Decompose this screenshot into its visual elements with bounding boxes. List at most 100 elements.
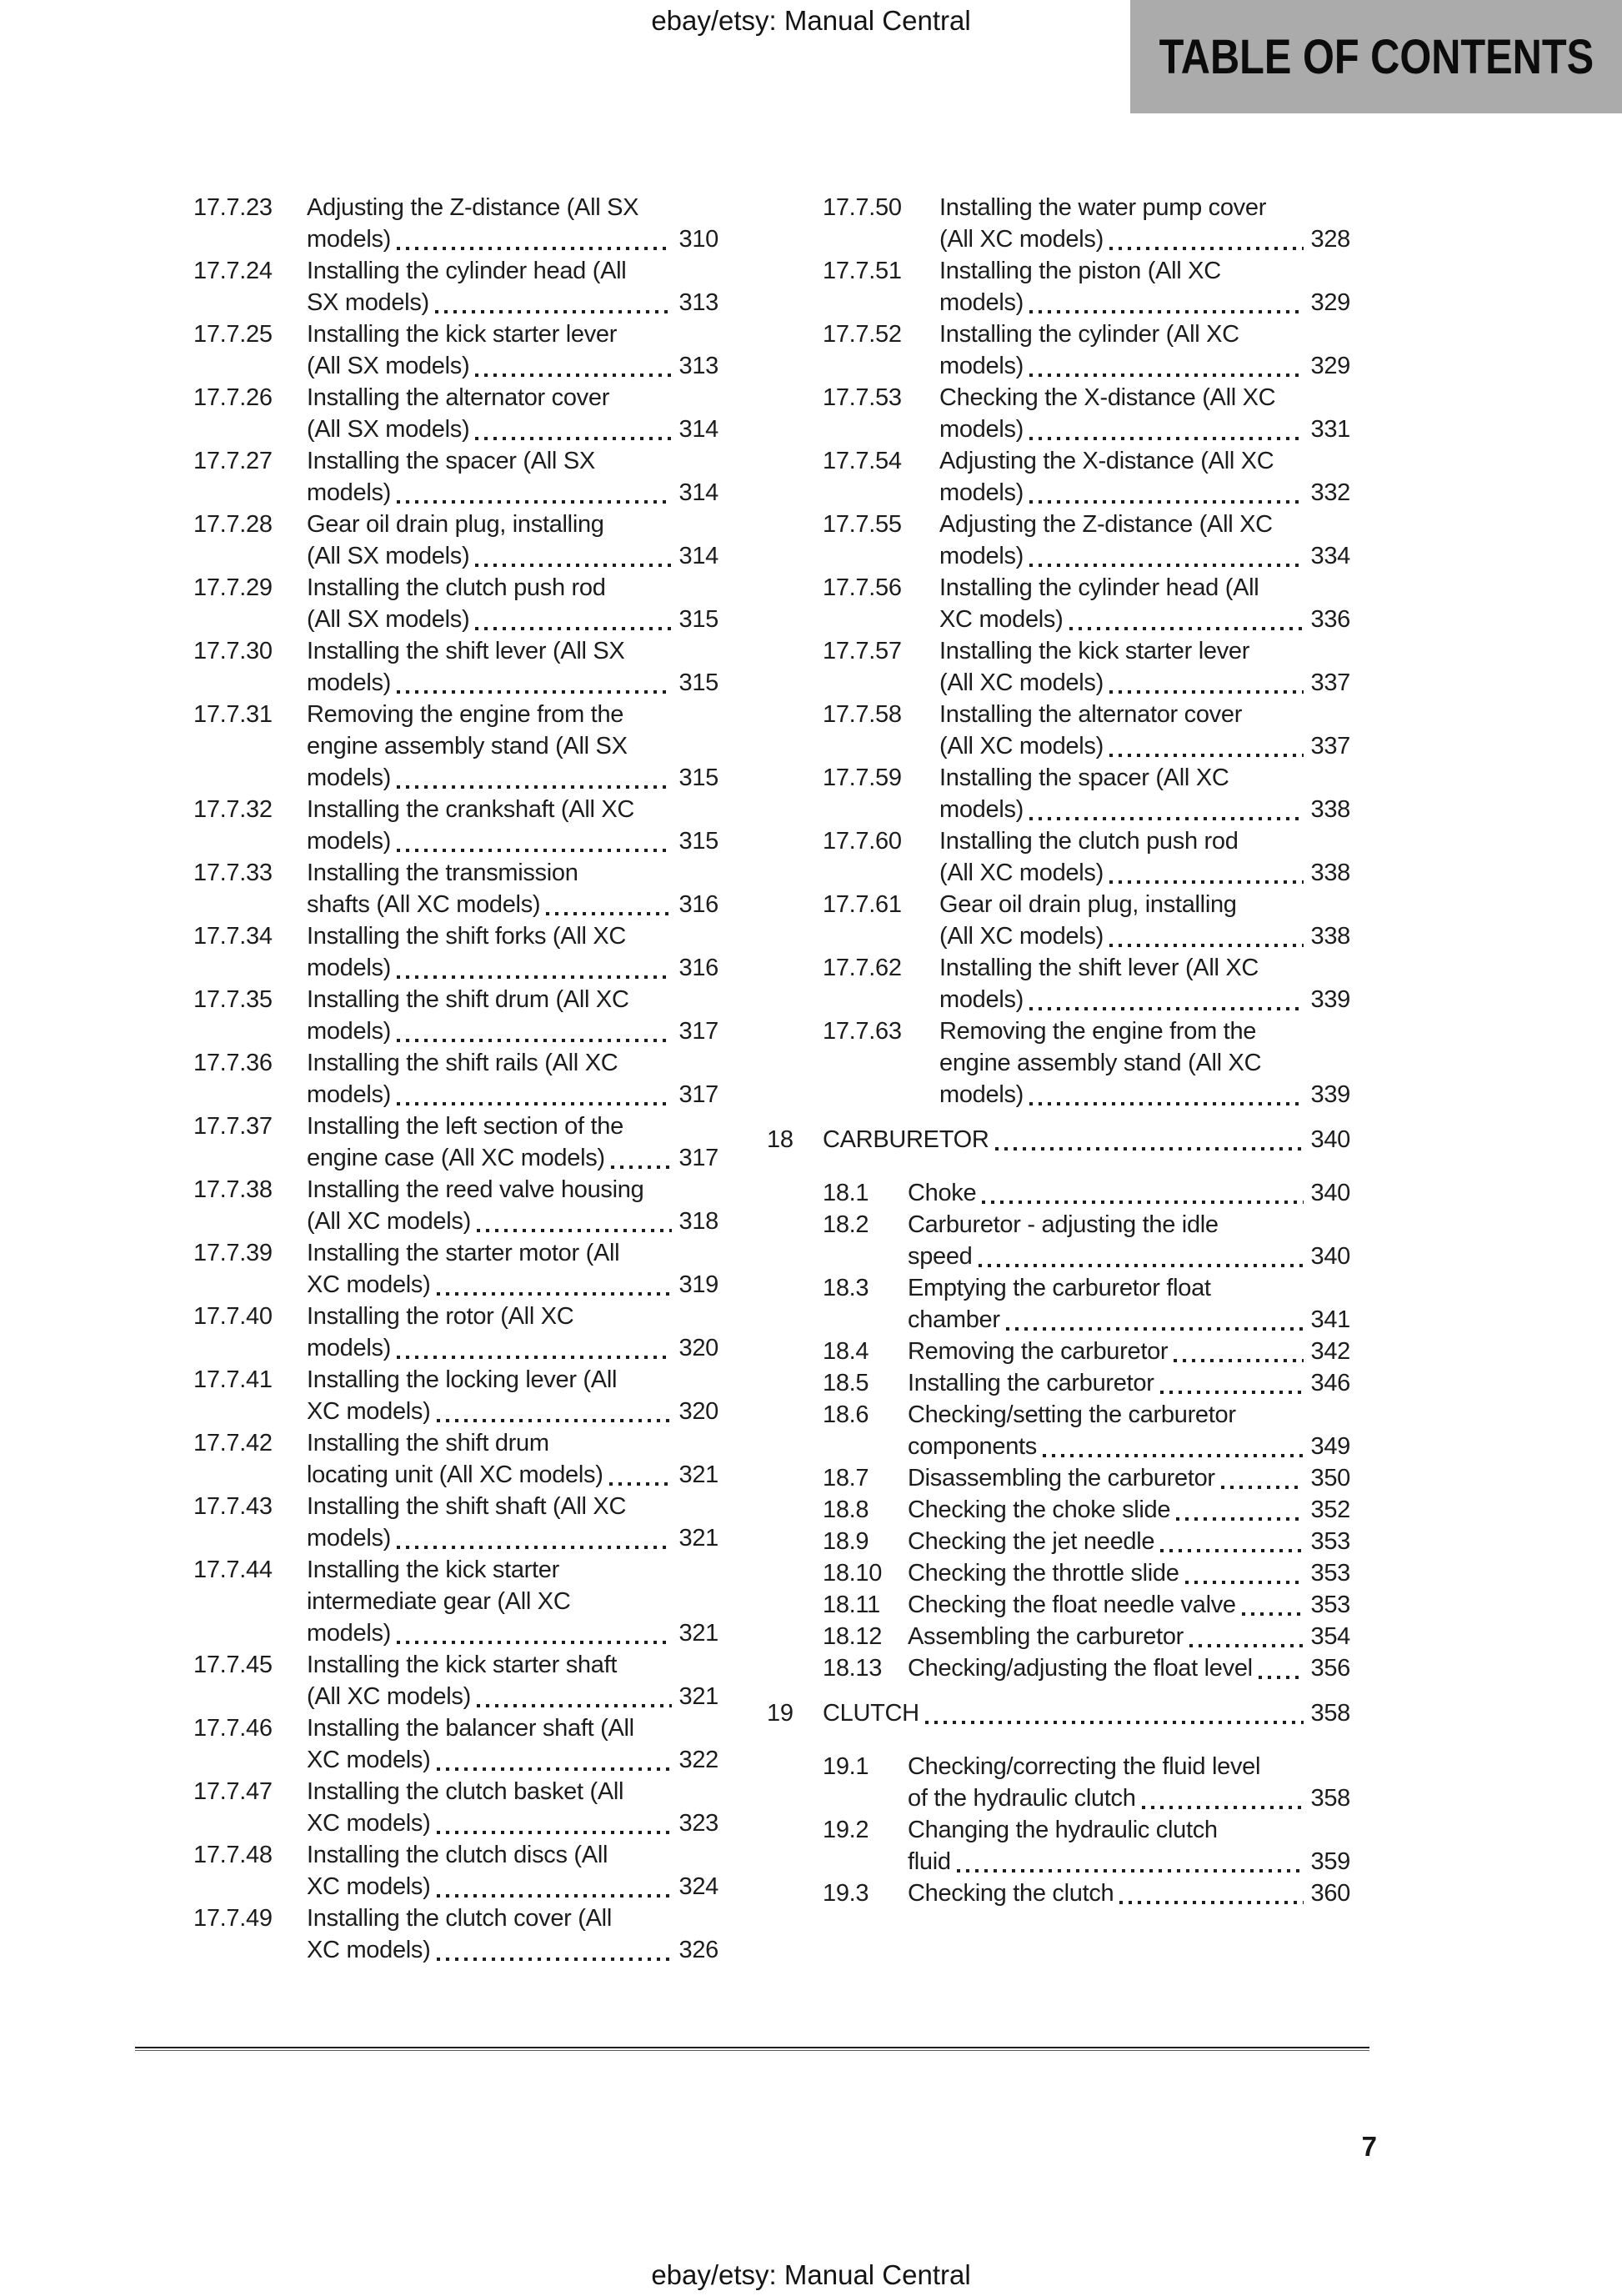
- toc-entry-line: Assembling the carburetor 354: [908, 1621, 1350, 1652]
- toc-entry-page: 353: [1310, 1560, 1351, 1587]
- toc-entry-page: 356: [1310, 1655, 1351, 1682]
- toc-entry-text: Installing the carburetor: [908, 1370, 1154, 1396]
- toc-entry-lines: Disassembling the carburetor 350: [908, 1462, 1350, 1494]
- toc-entry-lines: Installing the rotor (All XC models) 320: [307, 1301, 718, 1364]
- toc-entry: 17.7.57 Installing the kick starter lever…: [767, 635, 1350, 699]
- toc-entry-text: (All SX models): [307, 543, 470, 569]
- leader-dots: [1029, 564, 1304, 567]
- toc-entry-page: 321: [678, 1683, 719, 1710]
- toc-entry-lines: Installing the kick starter lever (All SX…: [307, 318, 718, 382]
- toc-entry-lines: Adjusting the Z-distance (All SX models) 3…: [307, 192, 718, 255]
- toc-entry-line: Installing the kick starter shaft: [307, 1649, 718, 1681]
- footer-watermark: ebay/etsy: Manual Central: [651, 2259, 971, 2290]
- toc-entry-page: 313: [678, 353, 719, 379]
- toc-entry-line: Installing the clutch push rod: [307, 572, 718, 604]
- toc-entry-line: XC models) 319: [307, 1269, 718, 1301]
- toc-entry: 18.4 Removing the carburetor 342: [767, 1336, 1350, 1367]
- toc-entry-lines: Installing the shift shaft (All XC models…: [307, 1491, 718, 1554]
- leader-dots: [1029, 500, 1304, 504]
- toc-entry-text: models): [307, 1525, 392, 1552]
- toc-entry-text: models): [307, 1335, 392, 1361]
- toc-entry-line: Checking the clutch 360: [908, 1877, 1350, 1909]
- toc-entry-text: XC models): [307, 1398, 431, 1425]
- toc-entry-number: 17.7.36: [193, 1050, 273, 1076]
- toc-section: 19 CLUTCH 358: [767, 1697, 1350, 1729]
- toc-entry: 18.3 Emptying the carburetor float chamber…: [767, 1272, 1350, 1336]
- toc-entry-number: 18.3: [823, 1275, 869, 1301]
- toc-entry-line: models) 314: [307, 477, 718, 509]
- toc-entry-lines: Installing the spacer (All XC models) 338: [939, 762, 1350, 825]
- toc-entry-page: 360: [1310, 1880, 1351, 1907]
- toc-entry-line: (All XC models) 338: [939, 920, 1350, 952]
- toc-entry-lines: Checking/correcting the fluid level of th…: [908, 1751, 1350, 1814]
- toc-entry: 17.7.61 Gear oil drain plug, installing (A…: [767, 889, 1350, 952]
- leader-dots: [397, 1641, 672, 1644]
- toc-entry-page: 331: [1310, 416, 1351, 443]
- toc-section-title: CARBURETOR: [823, 1126, 989, 1153]
- toc-entry-text: Installing the shift lever (All SX: [307, 638, 625, 664]
- page-title: TABLE OF CONTENTS: [1159, 29, 1594, 84]
- toc-entry-line: (All SX models) 313: [307, 350, 718, 382]
- toc-entry-text: Adjusting the Z-distance (All XC: [939, 511, 1273, 538]
- toc-entry-text: Installing the shift drum: [307, 1430, 549, 1456]
- toc-entry-number: 17.7.34: [193, 923, 273, 950]
- toc-entry-lines: Checking the throttle slide 353: [908, 1557, 1350, 1589]
- toc-entry-text: chamber: [908, 1306, 1000, 1333]
- leader-dots: [610, 1166, 672, 1169]
- toc-entry-text: models): [939, 479, 1024, 506]
- leader-dots: [397, 785, 672, 789]
- toc-entry-line: Installing the shift rails (All XC: [307, 1047, 718, 1079]
- toc-entry-line: Adjusting the Z-distance (All XC: [939, 509, 1350, 540]
- toc-entry: 18.12 Assembling the carburetor 354: [767, 1621, 1350, 1652]
- toc-entry-number: 17.7.61: [823, 891, 902, 918]
- toc-entry-line: (All XC models) 318: [307, 1206, 718, 1237]
- toc-entry-lines: Installing the transmission shafts (All X…: [307, 857, 718, 920]
- toc-entry: 17.7.35 Installing the shift drum (All XC…: [193, 984, 718, 1047]
- toc-entry-line: Installing the clutch push rod: [939, 825, 1350, 857]
- leader-dots: [1029, 437, 1304, 440]
- leader-dots: [1029, 817, 1304, 820]
- toc-entry-page: 346: [1310, 1370, 1351, 1396]
- toc-entry-text: Installing the kick starter: [307, 1557, 559, 1583]
- toc-entry-number: 18.10: [823, 1560, 883, 1587]
- leader-dots: [924, 1721, 1304, 1724]
- toc-entry: 18.10 Checking the throttle slide 353: [767, 1557, 1350, 1589]
- toc-entry-page: 324: [678, 1873, 719, 1900]
- toc-entry-line: Installing the rotor (All XC: [307, 1301, 718, 1332]
- toc-entry-line: Checking the float needle valve 353: [908, 1589, 1350, 1621]
- toc-entry-page: 329: [1310, 289, 1351, 316]
- toc-entry-lines: Installing the shift drum locating unit (…: [307, 1427, 718, 1491]
- toc-entry: 17.7.46 Installing the balancer shaft (Al…: [193, 1712, 718, 1776]
- leader-dots: [1109, 754, 1304, 757]
- toc-entry: 17.7.24 Installing the cylinder head (All…: [193, 255, 718, 318]
- toc-entry-line: Emptying the carburetor float: [908, 1272, 1350, 1304]
- toc-entry-text: Gear oil drain plug, installing: [939, 891, 1237, 918]
- toc-entry-line: Installing the cylinder head (All: [307, 255, 718, 287]
- toc-entry-line: Gear oil drain plug, installing: [307, 509, 718, 540]
- toc-entry-text: (All XC models): [939, 923, 1104, 950]
- toc-entry-text: Adjusting the X-distance (All XC: [939, 448, 1274, 474]
- toc-entry-text: Installing the shift rails (All XC: [307, 1050, 618, 1076]
- page-number: 7: [1361, 2131, 1377, 2162]
- toc-entry-line: components 349: [908, 1431, 1350, 1462]
- toc-entry-line: models) 329: [939, 287, 1350, 318]
- toc-entry-text: (All SX models): [307, 606, 470, 633]
- toc-entry-lines: Checking the jet needle 353: [908, 1526, 1350, 1557]
- toc-entry-text: Removing the carburetor: [908, 1338, 1169, 1365]
- toc-entry-line: Installing the shift lever (All XC: [939, 952, 1350, 984]
- toc-entry: 18.5 Installing the carburetor 346: [767, 1367, 1350, 1399]
- toc-entry-text: Gear oil drain plug, installing: [307, 511, 604, 538]
- toc-entry: 17.7.47 Installing the clutch basket (All…: [193, 1776, 718, 1839]
- toc-entry-line: Installing the kick starter lever: [307, 318, 718, 350]
- toc-entry-number: 17.7.24: [193, 258, 273, 284]
- toc-entry-text: (All XC models): [939, 860, 1104, 886]
- toc-entry-line: (All XC models) 321: [307, 1681, 718, 1712]
- leader-dots: [397, 247, 672, 250]
- toc-entry-text: Removing the engine from the: [307, 701, 624, 728]
- leader-dots: [1029, 310, 1304, 313]
- toc-entry-number: 17.7.46: [193, 1715, 273, 1742]
- toc-entry-page: 321: [678, 1525, 719, 1552]
- toc-entry-page: 315: [678, 606, 719, 633]
- toc-entry-text: Installing the shift forks (All XC: [307, 923, 627, 950]
- leader-dots: [1176, 1517, 1304, 1521]
